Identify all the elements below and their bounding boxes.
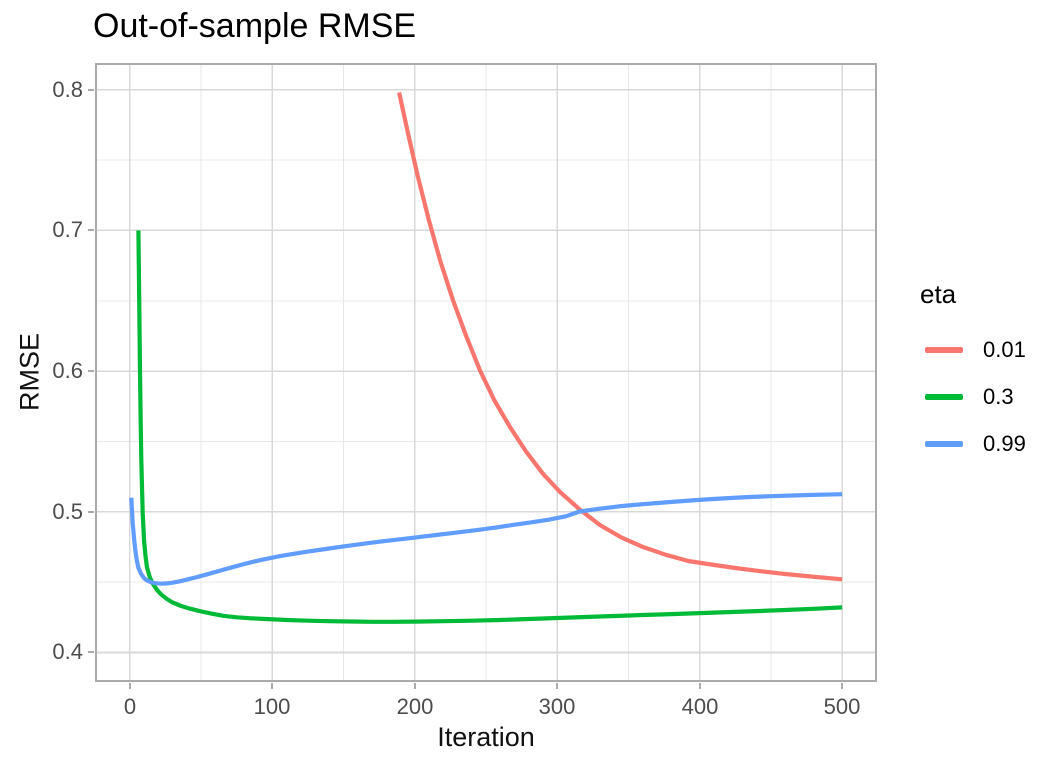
legend-key-line: [925, 393, 963, 400]
legend-label: 0.3: [983, 383, 1014, 409]
x-axis-title: Iteration: [437, 722, 535, 752]
legend-title: eta: [920, 279, 957, 309]
y-tick-label: 0.5: [52, 499, 83, 524]
y-tick-mark: [88, 511, 94, 513]
legend-label: 0.01: [983, 336, 1026, 362]
y-tick-label: 0.7: [52, 217, 83, 242]
x-tick-label: 100: [253, 694, 291, 719]
series-line-eta-0.3: [136, 230, 843, 624]
y-axis-title: RMSE: [14, 332, 45, 412]
panel-border: [95, 63, 877, 682]
y-tick-label: 0.8: [52, 77, 83, 102]
y-tick-label: 0.4: [52, 639, 83, 664]
legend-entries: 0.01 0.3 0.99: [920, 326, 1056, 467]
legend-label: 0.99: [983, 430, 1026, 456]
x-tick-label: 300: [538, 694, 576, 719]
y-tick-label: 0.6: [52, 358, 83, 383]
legend-entry: 0.99: [920, 420, 1056, 467]
chart-title: Out-of-sample RMSE: [93, 7, 417, 45]
y-tick-mark: [88, 370, 94, 372]
legend-key-line: [925, 440, 963, 447]
x-tick-mark: [699, 683, 701, 689]
x-tick-mark: [129, 683, 131, 689]
x-tick-mark: [841, 683, 843, 689]
y-tick-mark: [88, 651, 94, 653]
x-tick-mark: [271, 683, 273, 689]
legend-entry: 0.3: [920, 373, 1056, 420]
x-tick-mark: [556, 683, 558, 689]
x-tick-label: 500: [823, 694, 861, 719]
x-tick-label: 400: [681, 694, 719, 719]
y-tick-mark: [88, 229, 94, 231]
x-tick-label: 0: [123, 694, 137, 719]
series-line-eta-0.01: [397, 92, 843, 582]
series-line-eta-0.99: [129, 492, 843, 586]
legend: eta 0.01 0.3 0.99: [920, 278, 1056, 467]
y-tick-mark: [88, 89, 94, 91]
plot-panel: [95, 63, 877, 682]
x-tick-mark: [414, 683, 416, 689]
x-tick-label: 200: [396, 694, 434, 719]
legend-entry: 0.01: [920, 326, 1056, 373]
legend-key-line: [925, 346, 963, 353]
